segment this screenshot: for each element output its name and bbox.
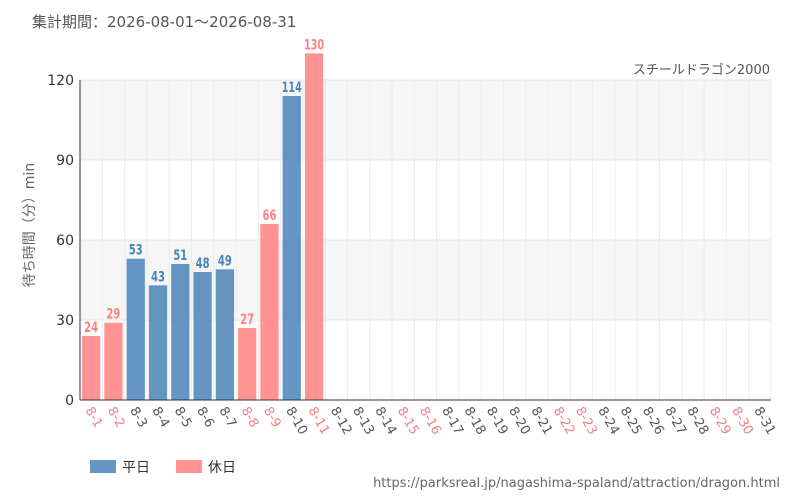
data-label-8-5: 51 (173, 248, 187, 264)
data-labels: 24 29 53 43 51 48 49 27 66 114 130 (84, 37, 324, 336)
x-tick-8-24: 8-24 (594, 405, 622, 438)
x-tick-labels: 8-18-28-38-48-58-68-78-88-98-108-118-128… (82, 405, 778, 438)
y-tick-labels: 0 30 60 90 120 (47, 73, 74, 409)
legend: 平日 休日 (90, 460, 236, 476)
legend-label-w: 平日 (122, 460, 150, 476)
x-tick-8-18: 8-18 (461, 405, 489, 438)
x-tick-8-4: 8-4 (149, 405, 173, 431)
bar-8-3 (126, 258, 145, 400)
x-tick-8-28: 8-28 (684, 405, 712, 438)
x-tick-8-9: 8-9 (260, 405, 284, 431)
x-tick-8-8: 8-8 (238, 405, 262, 431)
x-tick-8-29: 8-29 (706, 405, 734, 438)
data-label-8-1: 24 (84, 320, 98, 336)
legend-swatch-h (176, 460, 202, 473)
data-label-8-3: 53 (129, 243, 143, 259)
x-tick-8-15: 8-15 (394, 405, 422, 438)
x-tick-8-21: 8-21 (527, 405, 555, 438)
data-label-8-7: 49 (218, 253, 232, 269)
data-label-8-4: 43 (151, 269, 165, 285)
y-tick-30: 30 (56, 313, 74, 329)
x-tick-8-13: 8-13 (349, 405, 377, 438)
data-label-8-10: 114 (282, 80, 302, 96)
bar-8-7 (215, 269, 235, 400)
x-tick-8-11: 8-11 (305, 405, 333, 438)
x-tick-8-17: 8-17 (438, 405, 466, 438)
bar-8-9 (260, 224, 279, 400)
x-tick-8-22: 8-22 (550, 405, 578, 438)
chart-title: 集計期間：2026-08-01～2026-08-31 (32, 13, 296, 31)
bar-8-1 (82, 336, 101, 400)
bar-8-2 (104, 322, 123, 400)
chart-subtitle: スチールドラゴン2000 (633, 62, 770, 78)
gridlines (79, 79, 772, 400)
legend-label-h: 休日 (208, 460, 236, 476)
plot-band (80, 160, 771, 240)
x-tick-8-26: 8-26 (639, 405, 667, 438)
data-label-8-8: 27 (240, 312, 254, 328)
plot-background (80, 80, 771, 400)
x-tick-8-12: 8-12 (327, 405, 355, 438)
bar-8-6 (193, 272, 212, 400)
x-tick-8-6: 8-6 (193, 405, 217, 431)
x-tick-8-23: 8-23 (572, 405, 600, 438)
x-tick-8-25: 8-25 (617, 405, 645, 438)
data-label-8-11: 130 (304, 37, 324, 53)
y-tick-60: 60 (56, 233, 74, 249)
x-tick-8-30: 8-30 (728, 405, 756, 438)
x-tick-8-31: 8-31 (750, 405, 778, 438)
data-label-8-9: 66 (262, 208, 276, 224)
x-tick-8-20: 8-20 (505, 405, 533, 438)
x-tick-8-5: 8-5 (171, 405, 195, 431)
x-tick-8-16: 8-16 (416, 405, 444, 438)
x-tick-8-1: 8-1 (82, 405, 106, 431)
bars (82, 53, 324, 400)
bar-8-10 (282, 96, 301, 400)
y-tick-0: 0 (65, 393, 74, 409)
y-axis-label: 待ち時間（分）min (22, 163, 38, 287)
x-tick-8-19: 8-19 (483, 405, 511, 438)
source-url[interactable]: https://parksreal.jp/nagashima-spaland/a… (373, 476, 780, 491)
x-tick-8-10: 8-10 (282, 405, 310, 438)
axes (79, 80, 771, 401)
data-label-8-2: 29 (106, 307, 120, 323)
bar-8-5 (171, 264, 190, 400)
plot-band (80, 80, 771, 160)
data-label-8-6: 48 (196, 256, 210, 272)
bar-8-4 (148, 285, 168, 400)
y-tick-90: 90 (56, 153, 74, 169)
bar-8-8 (238, 328, 257, 400)
bar-8-11 (304, 53, 324, 400)
x-tick-8-7: 8-7 (215, 405, 239, 431)
x-tick-8-2: 8-2 (104, 405, 128, 431)
x-tick-8-27: 8-27 (661, 405, 689, 438)
legend-swatch-w (90, 460, 116, 473)
y-tick-120: 120 (47, 73, 74, 89)
x-tick-8-3: 8-3 (126, 405, 150, 431)
x-tick-8-14: 8-14 (371, 405, 399, 438)
